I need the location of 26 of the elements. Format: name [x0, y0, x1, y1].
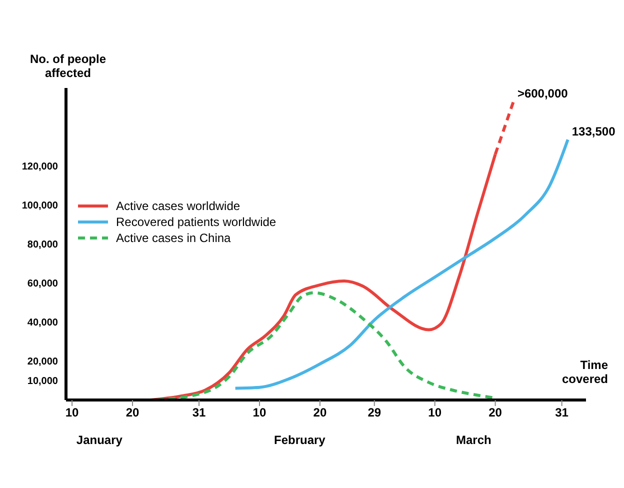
legend-label: Recovered patients worldwide [116, 215, 276, 229]
x-axis-title: Time covered [560, 358, 608, 386]
y-tick-label: 20,000 [27, 356, 58, 368]
y-tick-label: 40,000 [27, 318, 58, 329]
text: March [456, 433, 492, 447]
x-tick-label: 10 [65, 406, 80, 420]
x-tick-label: 29 [368, 406, 382, 420]
x-tick-label: 10 [252, 406, 266, 420]
x-tick-label: 20 [488, 406, 502, 420]
text: February [274, 433, 326, 447]
y-tick-label: 60,000 [27, 278, 58, 290]
x-tick-label: 10 [428, 406, 442, 420]
y-axis-title: No. of people affected [29, 52, 107, 80]
x-tick-label: 31 [192, 406, 206, 420]
y-tick-label: 100,000 [22, 200, 58, 212]
x-tick-label: 20 [313, 406, 327, 420]
y-tick-label: 10,000 [27, 376, 58, 388]
legend-label: Active cases in China [116, 231, 231, 245]
text: January [76, 433, 123, 447]
x-tick-label: 31 [555, 406, 569, 420]
legend-label: Active cases worldwide [116, 199, 240, 213]
x-tick-label: 20 [126, 406, 140, 420]
y-tick-label: 120,000 [22, 162, 58, 173]
y-tick-label: 80,000 [27, 240, 58, 251]
annotation: >600,000 [517, 86, 568, 101]
annotation: 133,500 [572, 124, 616, 139]
